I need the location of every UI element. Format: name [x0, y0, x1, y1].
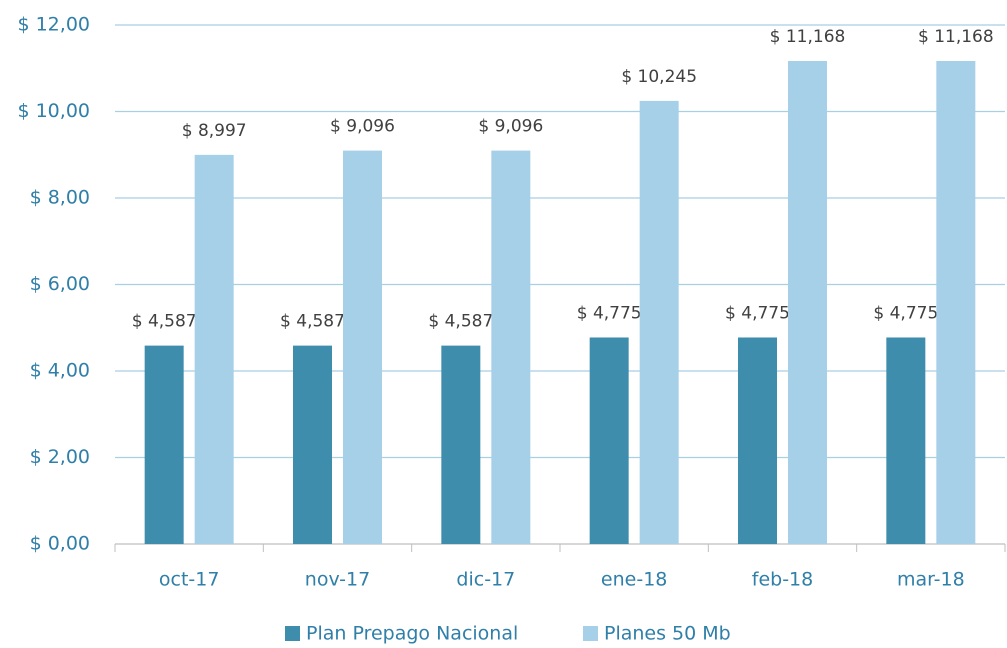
x-tick-label: dic-17 — [456, 569, 515, 591]
data-label: $ 4,775 — [725, 303, 790, 323]
data-label: $ 10,245 — [621, 67, 697, 87]
x-tick-label: feb-18 — [752, 569, 813, 591]
x-tick-label: ene-18 — [601, 569, 667, 591]
bar — [738, 337, 777, 544]
data-label: $ 11,168 — [918, 27, 994, 47]
data-label: $ 9,096 — [478, 117, 543, 137]
bar — [886, 337, 926, 544]
bar — [144, 345, 184, 544]
bar — [936, 60, 976, 544]
bar — [441, 345, 481, 544]
x-tick-label: mar-18 — [897, 569, 965, 591]
y-tick-label: $ 2,00 — [30, 446, 90, 468]
legend-label: Planes 50 Mb — [604, 623, 731, 645]
x-tick-label: oct-17 — [159, 569, 220, 591]
bar — [293, 345, 332, 544]
data-label: $ 11,168 — [770, 27, 846, 47]
data-label: $ 8,997 — [182, 121, 247, 141]
legend-label: Plan Prepago Nacional — [306, 623, 518, 645]
bar — [194, 154, 234, 544]
bar — [639, 100, 679, 544]
bar — [491, 150, 531, 544]
data-label: $ 4,587 — [280, 312, 345, 332]
y-tick-label: $ 12,00 — [17, 14, 90, 36]
bar — [343, 150, 382, 544]
y-tick-label: $ 6,00 — [30, 273, 90, 295]
data-label: $ 4,775 — [577, 303, 642, 323]
bar — [589, 337, 629, 544]
x-tick-label: nov-17 — [305, 569, 370, 591]
legend-swatch — [285, 626, 300, 641]
bar — [788, 60, 827, 544]
y-tick-label: $ 10,00 — [17, 100, 90, 122]
y-tick-label: $ 4,00 — [30, 360, 90, 382]
data-label: $ 4,587 — [132, 312, 197, 332]
data-label: $ 4,775 — [873, 303, 938, 323]
data-label: $ 4,587 — [428, 312, 493, 332]
y-tick-label: $ 8,00 — [30, 187, 90, 209]
legend-swatch — [583, 626, 598, 641]
y-tick-label: $ 0,00 — [30, 533, 90, 555]
data-label: $ 9,096 — [330, 117, 395, 137]
